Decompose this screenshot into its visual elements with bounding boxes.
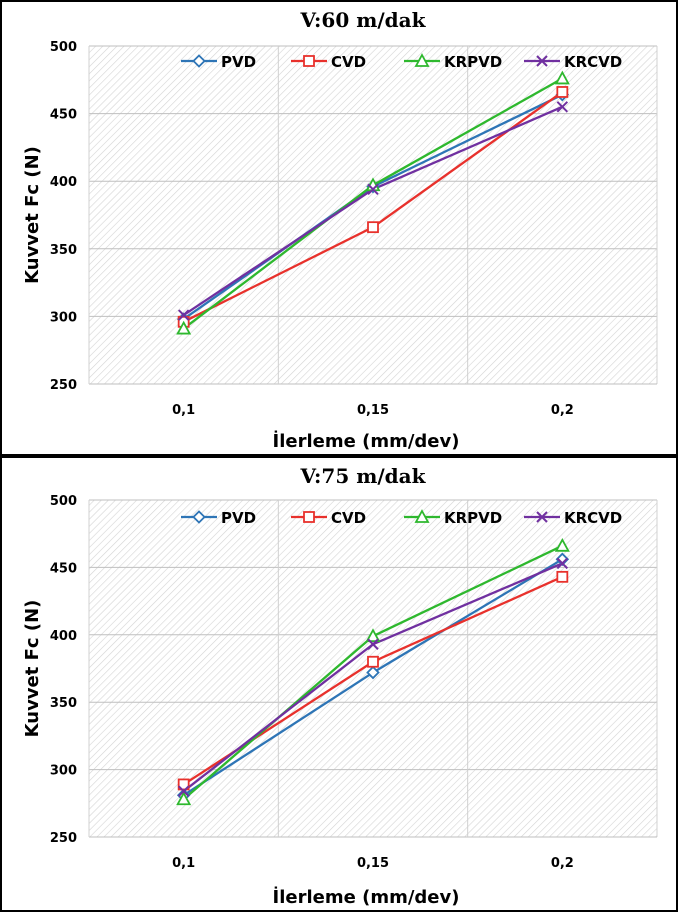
data-point-cvd bbox=[556, 86, 569, 98]
legend-label: PVD bbox=[221, 509, 256, 527]
legend-label: CVD bbox=[331, 53, 366, 71]
legend-marker bbox=[303, 511, 315, 523]
y-tick-label: 250 bbox=[50, 831, 77, 846]
y-tick-label: 500 bbox=[50, 494, 77, 509]
x-tick-label: 0,1 bbox=[172, 856, 195, 871]
legend-marker bbox=[414, 53, 430, 67]
y-tick-label: 450 bbox=[50, 561, 77, 576]
y-tick-label: 350 bbox=[50, 696, 77, 711]
legend-entry-cvd: CVD bbox=[291, 509, 366, 527]
plot-area bbox=[89, 46, 657, 384]
data-point-krcvd bbox=[177, 785, 190, 797]
legend-marker bbox=[303, 55, 315, 67]
legend-entry-pvd: PVD bbox=[181, 509, 256, 527]
data-point-krcvd bbox=[177, 309, 190, 321]
data-point-krcvd bbox=[556, 557, 569, 570]
panel-border bbox=[0, 456, 678, 912]
legend-entry-krpvd: KRPVD bbox=[404, 509, 502, 527]
data-point-cvd bbox=[367, 221, 379, 234]
legend-label: KRPVD bbox=[444, 509, 502, 527]
chart-panel-2: 250 300 350 400 450 500 0,1 0,15 0,2 V:75 m/dak PV… bbox=[0, 456, 678, 912]
legend-marker bbox=[536, 511, 548, 523]
legend-marker bbox=[414, 509, 430, 523]
data-point-krcvd bbox=[367, 183, 379, 196]
data-point-krpvd bbox=[365, 628, 381, 643]
legend-entry-pvd: PVD bbox=[181, 53, 256, 71]
data-point-cvd bbox=[556, 570, 569, 583]
legend-label: KRCVD bbox=[564, 53, 622, 71]
legend-marker bbox=[536, 55, 548, 67]
y-axis-title: Kuvvet Fc (N) bbox=[22, 600, 43, 738]
data-point-pvd bbox=[555, 552, 570, 567]
y-tick-label: 400 bbox=[50, 175, 77, 190]
data-point-krpvd bbox=[176, 320, 192, 335]
data-point-krpvd bbox=[176, 791, 192, 806]
chart-panel-1: 250 300 350 400 450 500 0,1 0,15 0,2 V:60 m/dak PV… bbox=[0, 0, 678, 456]
legend-entry-krcvd: KRCVD bbox=[524, 509, 622, 527]
chart-title: V:75 m/dak bbox=[300, 464, 427, 488]
x-tick-label: 0,2 bbox=[551, 856, 574, 871]
legend-entry-krpvd: KRPVD bbox=[404, 53, 502, 71]
y-tick-label: 300 bbox=[50, 310, 77, 325]
y-tick-label: 350 bbox=[50, 243, 77, 258]
x-tick-label: 0,15 bbox=[357, 403, 389, 418]
y-tick-label: 400 bbox=[50, 629, 77, 644]
y-tick-label: 300 bbox=[50, 764, 77, 779]
data-point-krpvd bbox=[554, 537, 570, 552]
panel-border bbox=[0, 0, 678, 456]
data-point-krcvd bbox=[367, 638, 379, 650]
legend-label: CVD bbox=[331, 509, 366, 527]
legend-label: PVD bbox=[221, 53, 256, 71]
data-point-cvd bbox=[367, 655, 379, 668]
legend-label: KRCVD bbox=[564, 509, 622, 527]
y-tick-label: 500 bbox=[50, 40, 77, 55]
y-tick-label: 450 bbox=[50, 108, 77, 123]
x-tick-label: 0,2 bbox=[551, 403, 574, 418]
data-point-krpvd bbox=[554, 70, 570, 85]
data-point-krcvd bbox=[556, 101, 569, 113]
x-axis-title: İlerleme (mm/dev) bbox=[273, 886, 460, 908]
x-axis-title: İlerleme (mm/dev) bbox=[273, 430, 460, 452]
data-point-pvd bbox=[366, 665, 380, 680]
legend-label: KRPVD bbox=[444, 53, 502, 71]
y-tick-label: 250 bbox=[50, 378, 77, 393]
data-point-cvd bbox=[177, 778, 190, 791]
legend-entry-krcvd: KRCVD bbox=[524, 53, 622, 71]
x-tick-label: 0,1 bbox=[172, 403, 195, 418]
x-tick-label: 0,15 bbox=[357, 856, 389, 871]
legend-marker bbox=[192, 54, 206, 68]
y-axis-title: Kuvvet Fc (N) bbox=[22, 146, 43, 284]
legend-marker bbox=[192, 510, 206, 524]
legend-entry-cvd: CVD bbox=[291, 53, 366, 71]
chart-title: V:60 m/dak bbox=[300, 8, 427, 32]
